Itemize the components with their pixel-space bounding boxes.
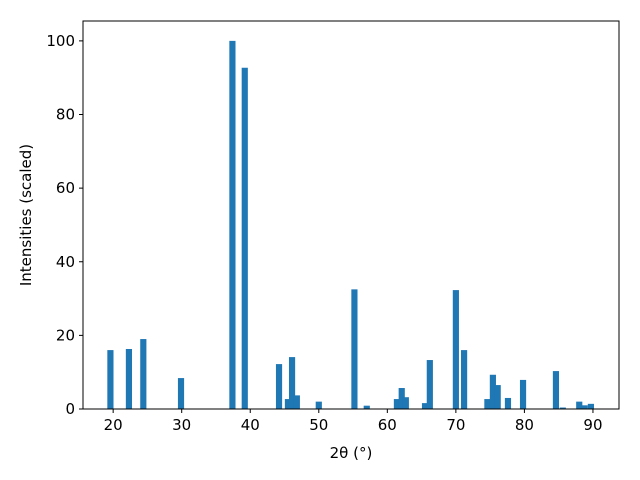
bar bbox=[587, 403, 594, 409]
bar bbox=[125, 348, 133, 409]
bar bbox=[363, 405, 370, 409]
bar bbox=[275, 364, 283, 409]
bar bbox=[293, 395, 300, 409]
y-tick-label: 40 bbox=[56, 253, 75, 271]
y-tick-label: 20 bbox=[56, 326, 75, 344]
bar bbox=[426, 360, 433, 409]
y-tick-label: 100 bbox=[46, 32, 75, 50]
y-tick-label: 0 bbox=[65, 400, 75, 418]
bar bbox=[452, 290, 459, 409]
bar bbox=[140, 339, 147, 409]
x-axis-label: 2θ (°) bbox=[330, 444, 373, 462]
x-tick-label: 30 bbox=[172, 416, 191, 434]
plot-frame bbox=[82, 20, 620, 410]
x-tick-label: 60 bbox=[378, 416, 397, 434]
y-tick-label: 80 bbox=[56, 106, 75, 124]
y-axis-label: Intensities (scaled) bbox=[17, 144, 35, 286]
bar bbox=[284, 399, 292, 409]
bar bbox=[315, 401, 322, 409]
x-tick-label: 80 bbox=[515, 416, 534, 434]
bar bbox=[489, 374, 496, 409]
y-tick-label: 60 bbox=[56, 179, 75, 197]
bar bbox=[402, 397, 409, 409]
bar bbox=[107, 350, 114, 409]
x-tick-label: 90 bbox=[583, 416, 602, 434]
bar bbox=[552, 371, 560, 409]
x-tick-label: 20 bbox=[104, 416, 123, 434]
bar bbox=[461, 350, 468, 409]
bar bbox=[229, 40, 236, 409]
bar bbox=[241, 67, 248, 409]
bar bbox=[288, 357, 296, 409]
bar bbox=[177, 378, 185, 409]
bar bbox=[398, 388, 405, 409]
bar bbox=[494, 385, 501, 409]
bar bbox=[351, 289, 358, 409]
bar bbox=[559, 407, 566, 409]
bar bbox=[576, 401, 583, 409]
x-tick-label: 50 bbox=[309, 416, 328, 434]
bar bbox=[393, 399, 401, 409]
bar bbox=[519, 379, 527, 409]
bar bbox=[581, 405, 588, 409]
x-tick-label: 70 bbox=[446, 416, 465, 434]
bar bbox=[484, 399, 491, 409]
x-tick-label: 40 bbox=[241, 416, 260, 434]
bar bbox=[421, 403, 429, 409]
bar bbox=[504, 397, 512, 409]
